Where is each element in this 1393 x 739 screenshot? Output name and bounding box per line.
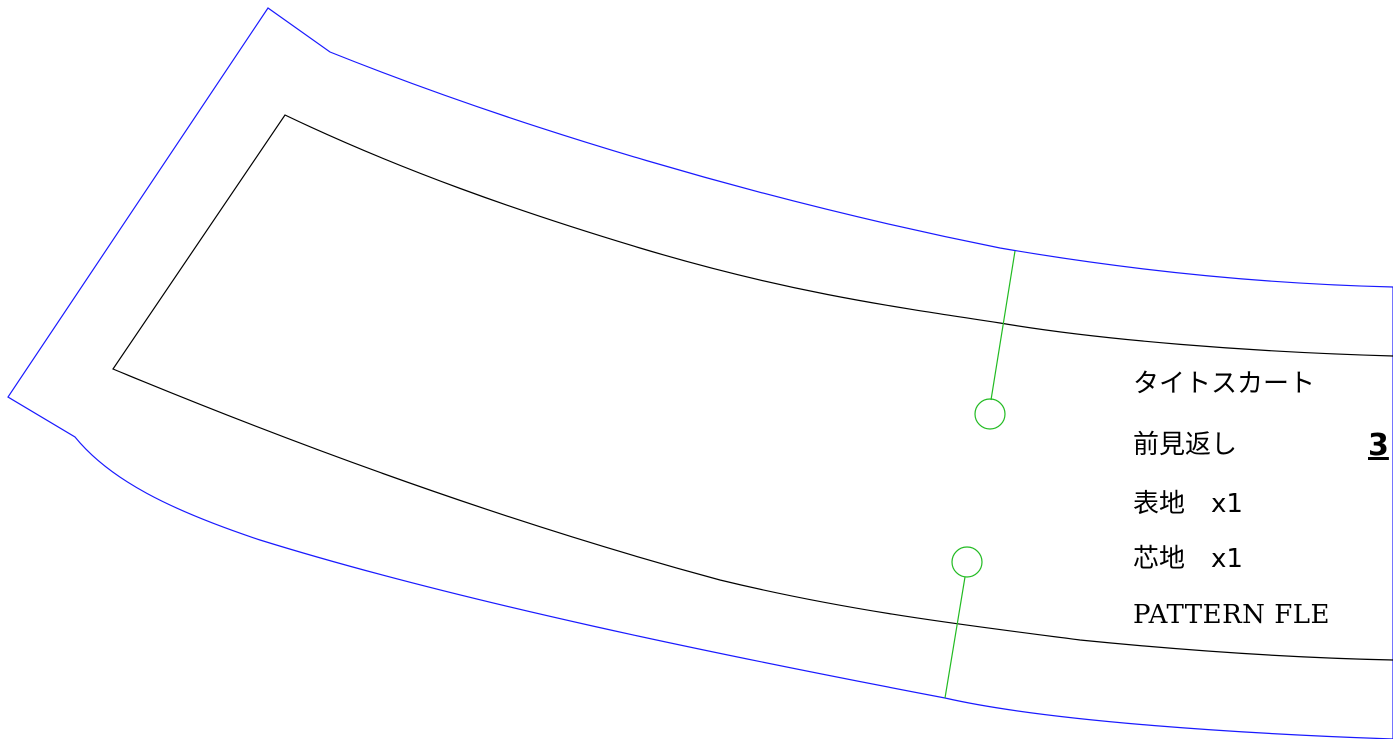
brand-label: PATTERN FLE bbox=[1133, 600, 1330, 630]
seam-allowance-outline bbox=[7, 7, 1393, 739]
notch-marker-upper bbox=[974, 250, 1016, 430]
fabric-quantity-label: 表地 x1 bbox=[1133, 489, 1243, 519]
interfacing-quantity-label: 芯地 x1 bbox=[1133, 544, 1243, 574]
notch-marker-lower bbox=[944, 546, 983, 699]
garment-label: タイトスカート bbox=[1133, 369, 1316, 399]
piece-name-label: 前見返し bbox=[1133, 430, 1238, 460]
finished-line-outline bbox=[112, 114, 1393, 661]
size-mark: 3 bbox=[1368, 428, 1389, 463]
